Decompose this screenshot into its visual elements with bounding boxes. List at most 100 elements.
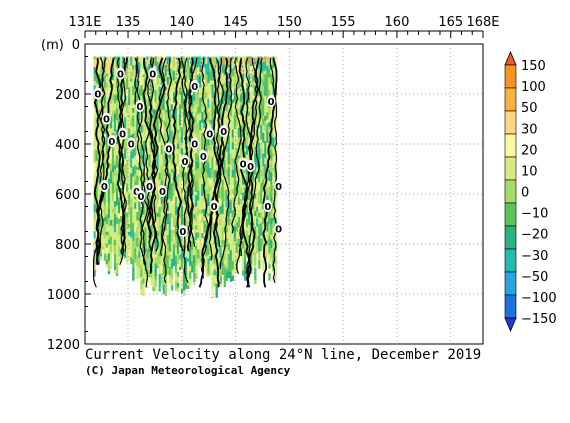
velocity-cell: [122, 147, 125, 155]
velocity-cell: [148, 267, 151, 276]
velocity-cell: [117, 88, 121, 98]
velocity-cell: [109, 236, 113, 245]
velocity-cell: [195, 206, 198, 213]
velocity-cell: [158, 217, 161, 229]
velocity-cell: [270, 258, 273, 263]
velocity-cell: [211, 141, 214, 146]
velocity-cell: [168, 229, 172, 240]
velocity-cell: [245, 82, 249, 89]
velocity-cell: [136, 167, 139, 170]
velocity-cell: [120, 205, 123, 211]
velocity-cell: [113, 253, 117, 265]
velocity-cell: [258, 260, 261, 269]
velocity-cell: [158, 156, 161, 167]
velocity-cell: [95, 112, 98, 118]
velocity-cell: [107, 167, 111, 179]
velocity-cell: [103, 198, 107, 206]
velocity-cell: [266, 211, 269, 222]
velocity-cell: [195, 277, 198, 279]
velocity-cell: [99, 188, 103, 195]
velocity-cell: [124, 103, 127, 107]
velocity-cell: [241, 122, 245, 130]
velocity-cell: [109, 149, 113, 160]
velocity-cell: [229, 202, 233, 214]
contour-label-bg: [274, 180, 284, 192]
velocity-cell: [229, 70, 233, 83]
velocity-cell: [211, 288, 214, 298]
velocity-cell: [227, 261, 231, 272]
velocity-cell: [113, 131, 117, 138]
velocity-cell: [156, 216, 159, 223]
velocity-cell: [258, 68, 261, 77]
velocity-cell: [215, 283, 218, 296]
velocity-cell: [272, 147, 275, 154]
velocity-cell: [239, 140, 243, 146]
velocity-cell: [268, 110, 271, 115]
velocity-cell: [256, 156, 259, 168]
colorbar-segment: [504, 202, 517, 227]
velocity-cell: [258, 188, 261, 193]
velocity-cell: [101, 162, 105, 175]
velocity-cell: [237, 97, 241, 103]
velocity-cell: [219, 251, 222, 258]
velocity-cell: [231, 210, 235, 218]
velocity-cell: [95, 160, 98, 167]
velocity-cell: [231, 169, 235, 178]
velocity-cell: [126, 169, 129, 180]
velocity-cell: [231, 248, 235, 254]
velocity-cell: [268, 77, 271, 91]
velocity-cell: [274, 206, 277, 219]
velocity-cell: [130, 230, 133, 238]
velocity-cell: [132, 268, 135, 281]
velocity-cell: [229, 249, 233, 261]
y-tick-label: 0: [72, 38, 80, 53]
velocity-cell: [239, 101, 243, 106]
velocity-cell: [270, 239, 273, 249]
velocity-cell: [109, 219, 113, 226]
velocity-cell: [215, 102, 218, 106]
velocity-cell: [262, 61, 265, 72]
velocity-cell: [158, 249, 161, 254]
contour-label: 0: [182, 157, 189, 168]
velocity-cell: [107, 158, 111, 164]
velocity-cell: [138, 224, 141, 229]
velocity-cell: [195, 249, 198, 256]
velocity-cell: [146, 156, 149, 168]
velocity-cell: [256, 73, 259, 80]
velocity-cell: [93, 56, 96, 60]
velocity-cell: [156, 197, 159, 204]
velocity-cell: [201, 217, 204, 223]
velocity-cell: [160, 122, 163, 135]
velocity-cell: [227, 244, 231, 251]
contour-label: 0: [133, 187, 140, 198]
velocity-cell: [207, 264, 210, 274]
velocity-cell: [176, 282, 180, 288]
velocity-cell: [134, 232, 137, 244]
velocity-cell: [201, 84, 204, 98]
contour-label: 0: [117, 70, 124, 81]
velocity-cell: [115, 88, 119, 95]
velocity-cell: [132, 203, 135, 212]
contour-label-bg: [205, 127, 215, 140]
velocity-cell: [268, 56, 271, 69]
velocity-cell: [162, 292, 166, 295]
velocity-cell: [245, 135, 249, 139]
velocity-cell: [209, 265, 212, 272]
velocity-cell: [250, 78, 253, 88]
velocity-cell: [132, 99, 135, 106]
velocity-cell: [199, 199, 202, 211]
velocity-cell: [268, 253, 271, 265]
velocity-cell: [168, 152, 172, 160]
velocity-cell: [243, 104, 247, 112]
velocity-cell: [178, 217, 182, 230]
velocity-cell: [223, 233, 226, 241]
velocity-cell: [243, 151, 247, 160]
velocity-cell: [227, 81, 231, 94]
contour-label: 0: [211, 202, 218, 213]
velocity-cell: [231, 231, 235, 245]
velocity-cell: [233, 69, 237, 78]
zero-contour: [214, 57, 225, 247]
velocity-cell: [97, 139, 100, 142]
velocity-cell: [225, 272, 228, 279]
velocity-cell: [254, 265, 257, 269]
